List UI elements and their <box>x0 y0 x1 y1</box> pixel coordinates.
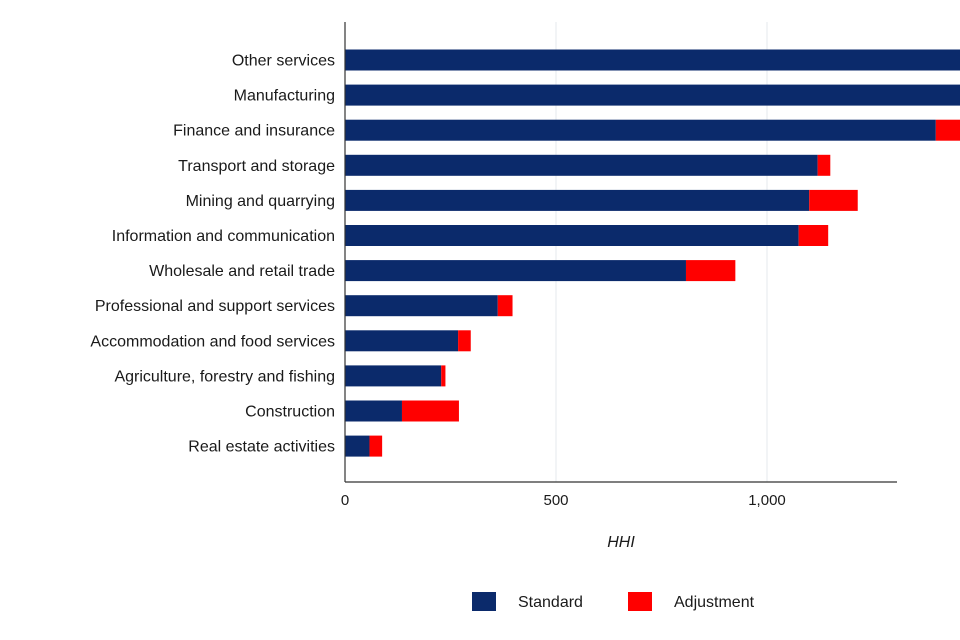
x-axis-title: HHI <box>607 534 635 551</box>
category-label: Agriculture, forestry and fishing <box>114 368 335 385</box>
category-label: Manufacturing <box>234 88 335 105</box>
bar-segment-adjustment <box>685 260 736 282</box>
bar-segment-standard <box>345 295 498 317</box>
bar-segment-standard <box>345 225 799 246</box>
legend-swatch-standard <box>472 592 496 611</box>
bar-segment-adjustment <box>817 154 831 176</box>
bar-segment-adjustment <box>441 365 446 387</box>
x-tick-label: 1,000 <box>748 492 786 509</box>
x-tick-label: 500 <box>543 492 568 509</box>
bar-segment-standard <box>345 49 960 71</box>
legend: Standard Adjustment <box>472 592 755 611</box>
category-label: Professional and support services <box>95 298 335 315</box>
bar-segment-standard <box>345 435 370 457</box>
category-label: Mining and quarrying <box>186 193 335 210</box>
bars <box>345 49 960 457</box>
legend-swatch-adjustment <box>628 592 652 611</box>
category-label: Other services <box>232 53 335 70</box>
category-label: Real estate activities <box>188 439 335 456</box>
axes <box>344 22 897 483</box>
bar-segment-adjustment <box>369 435 383 457</box>
category-labels: Other services Manufacturing Finance and i… <box>90 53 335 456</box>
bar-segment-standard <box>345 189 810 211</box>
category-label: Wholesale and retail trade <box>149 263 335 280</box>
category-label: Accommodation and food services <box>90 333 335 350</box>
bar-segment-standard <box>345 400 402 422</box>
bar-segment-standard <box>345 365 442 387</box>
category-label: Construction <box>245 404 335 421</box>
legend-label-adjustment: Adjustment <box>674 594 755 611</box>
x-tick-label: 0 <box>341 492 349 509</box>
bar-segment-standard <box>345 154 818 176</box>
bar-segment-adjustment <box>401 400 459 422</box>
category-label: Transport and storage <box>178 158 335 175</box>
bar-segment-standard <box>345 330 459 352</box>
bar-segment-adjustment <box>809 189 858 211</box>
category-label: Information and communication <box>112 228 335 245</box>
bar-segment-standard <box>345 119 936 141</box>
bar-segment-adjustment <box>935 119 960 141</box>
category-label: Finance and insurance <box>173 123 335 140</box>
bar-segment-adjustment <box>798 225 829 246</box>
bar-segment-standard <box>345 260 686 282</box>
legend-label-standard: Standard <box>518 594 583 611</box>
bar-segment-adjustment <box>458 330 471 352</box>
bar-segment-standard <box>345 84 960 106</box>
bar-segment-adjustment <box>497 295 513 317</box>
